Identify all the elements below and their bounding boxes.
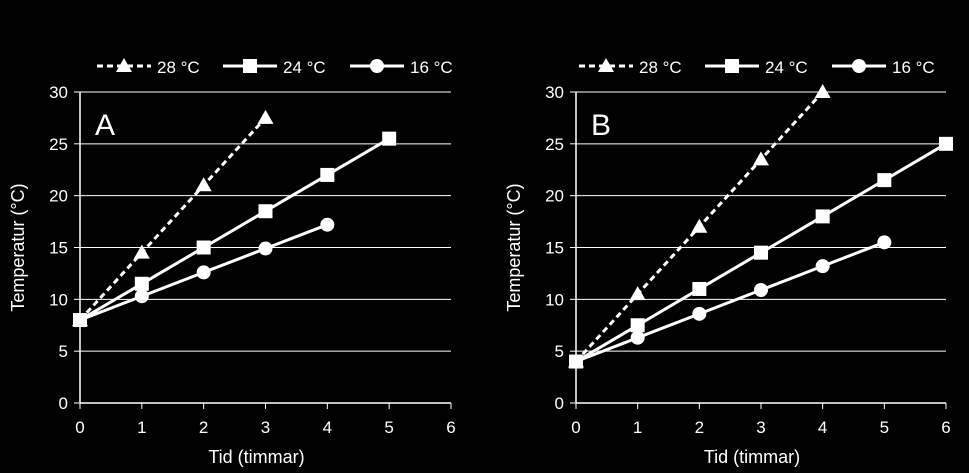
legend-label: 28 °C (639, 58, 682, 77)
x-tick-label: 3 (756, 418, 765, 437)
x-axis-title: Tid (timmar) (704, 447, 800, 467)
series-line (575, 240, 885, 363)
legend-label: 28 °C (157, 58, 200, 77)
data-point (754, 245, 768, 260)
legend-marker (725, 59, 739, 73)
legend-label: 16 °C (892, 58, 935, 77)
data-point (133, 244, 150, 259)
y-tick-label: 10 (545, 290, 564, 309)
legend-label: 16 °C (410, 58, 453, 77)
legend: 28 °C 24 °C 16 °C (97, 58, 453, 77)
data-point (691, 218, 708, 233)
legend: 28 °C 24 °C 16 °C (579, 58, 935, 77)
data-point (815, 259, 830, 274)
legend-marker (243, 59, 257, 73)
data-point (73, 313, 87, 328)
series-circle (73, 217, 335, 328)
y-tick-label: 30 (49, 83, 68, 102)
data-point (195, 177, 212, 192)
x-tick-label: 0 (571, 418, 580, 437)
data-point (939, 136, 953, 151)
series-square (569, 136, 953, 369)
data-point (134, 276, 149, 291)
data-point (196, 240, 211, 255)
x-tick-label: 2 (695, 418, 704, 437)
y-tick-label: 15 (545, 239, 564, 258)
y-tick-label: 5 (555, 342, 564, 361)
y-tick-label: 25 (545, 135, 564, 154)
chart-panel-b: 0 5 10 15 20 25 30 0 1 2 3 4 5 6 Tid (timmar) Temperatu… (504, 58, 953, 467)
series-line (78, 116, 267, 322)
x-tick-label: 5 (384, 418, 393, 437)
data-point (134, 289, 149, 304)
data-point (320, 167, 335, 182)
y-tick-label: 0 (555, 394, 564, 413)
data-point (258, 204, 273, 219)
series-line (79, 137, 390, 322)
series-triangle (72, 109, 274, 327)
data-point (196, 265, 211, 280)
x-axis-title: Tid (timmar) (208, 447, 304, 467)
x-tick-label: 0 (75, 418, 84, 437)
legend-label: 24 °C (765, 58, 808, 77)
y-tick-label: 0 (59, 394, 68, 413)
data-point (258, 241, 273, 256)
chart-panel-a: 0 5 10 15 20 25 30 0 1 2 3 4 5 6 Tid (timmar) Temperatu… (8, 58, 456, 467)
x-tick-label: 1 (633, 418, 642, 437)
data-point (814, 84, 831, 98)
x-tick-label: 2 (199, 418, 208, 437)
x-tick-label: 4 (323, 418, 332, 437)
data-point (877, 235, 892, 250)
x-tick-label: 4 (818, 418, 827, 437)
x-tick-label: 3 (261, 418, 270, 437)
y-tick-label: 25 (49, 135, 68, 154)
data-point (630, 318, 645, 333)
legend-marker (370, 59, 384, 73)
legend-marker (598, 58, 614, 72)
y-tick-label: 5 (59, 342, 68, 361)
data-point (382, 131, 397, 146)
x-tick-label: 5 (880, 418, 889, 437)
y-tick-label: 20 (545, 187, 564, 206)
panel-label: B (591, 109, 611, 142)
data-point (257, 109, 274, 124)
y-tick-label: 20 (49, 187, 68, 206)
data-point (815, 209, 830, 224)
x-tick-label: 6 (446, 418, 455, 437)
panel-label: A (95, 109, 115, 142)
legend-marker (116, 58, 132, 72)
series-circle (569, 235, 892, 369)
y-axis-title: Temperatur (°C) (504, 183, 524, 311)
data-point (753, 151, 769, 166)
y-tick-label: 30 (545, 83, 564, 102)
data-point (692, 306, 707, 321)
data-point (569, 354, 583, 369)
x-tick-label: 6 (941, 418, 950, 437)
data-point (877, 173, 892, 188)
y-tick-label: 10 (49, 290, 68, 309)
data-point (692, 281, 707, 296)
legend-label: 24 °C (283, 58, 326, 77)
data-point (630, 330, 645, 345)
y-tick-label: 15 (49, 239, 68, 258)
x-tick-label: 1 (137, 418, 146, 437)
series-square (73, 131, 397, 328)
legend-marker (852, 59, 866, 73)
data-point (320, 217, 335, 232)
data-point (754, 283, 768, 298)
data-point (629, 286, 646, 301)
y-axis-title: Temperatur (°C) (8, 183, 28, 311)
